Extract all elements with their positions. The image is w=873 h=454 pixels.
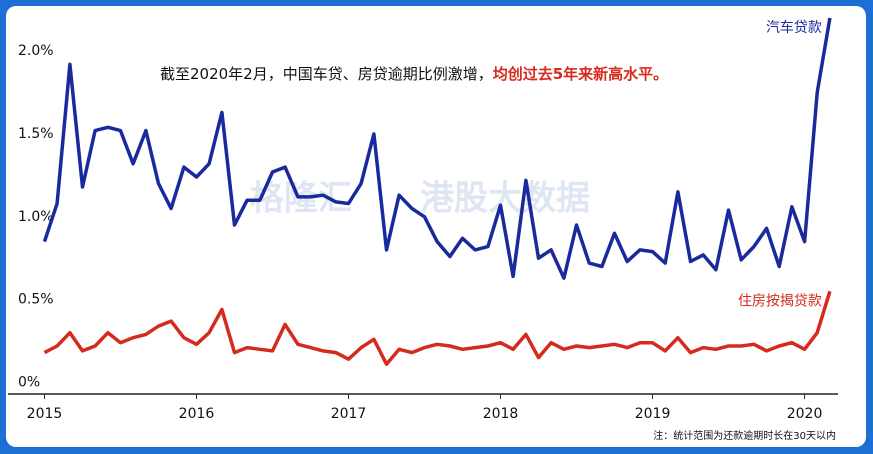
- series-line: [43, 290, 832, 366]
- series-line: [42, 17, 832, 280]
- x-tick-label: 2018: [483, 406, 519, 422]
- x-tick-label: 2017: [331, 406, 367, 422]
- legend-label: 汽车贷款: [766, 19, 822, 36]
- x-tick-label: 2020: [787, 406, 823, 422]
- legend-label: 住房按揭贷款: [738, 293, 822, 309]
- x-tick-label: 2015: [27, 406, 63, 422]
- y-tick-label: 0%: [18, 374, 40, 390]
- y-tick-label: 1.0%: [18, 209, 54, 225]
- x-tick-label: 2019: [635, 406, 671, 422]
- y-tick-label: 0.5%: [18, 292, 54, 308]
- y-tick-label: 2.0%: [18, 43, 54, 59]
- note: 注：统计范围为还款逾期时长在30天以内: [653, 429, 836, 442]
- annotation-highlight: 均创过去5年来新高水平。: [493, 65, 668, 83]
- annotation-text: 截至2020年2月，中国车贷、房贷逾期比例激增，: [160, 65, 493, 83]
- y-tick-label: 1.5%: [18, 126, 54, 142]
- x-tick-label: 2016: [179, 406, 215, 422]
- watermark: 港股大数据: [420, 179, 590, 219]
- annotation: 截至2020年2月，中国车贷、房贷逾期比例激增，均创过去5年来新高水平。: [160, 65, 668, 83]
